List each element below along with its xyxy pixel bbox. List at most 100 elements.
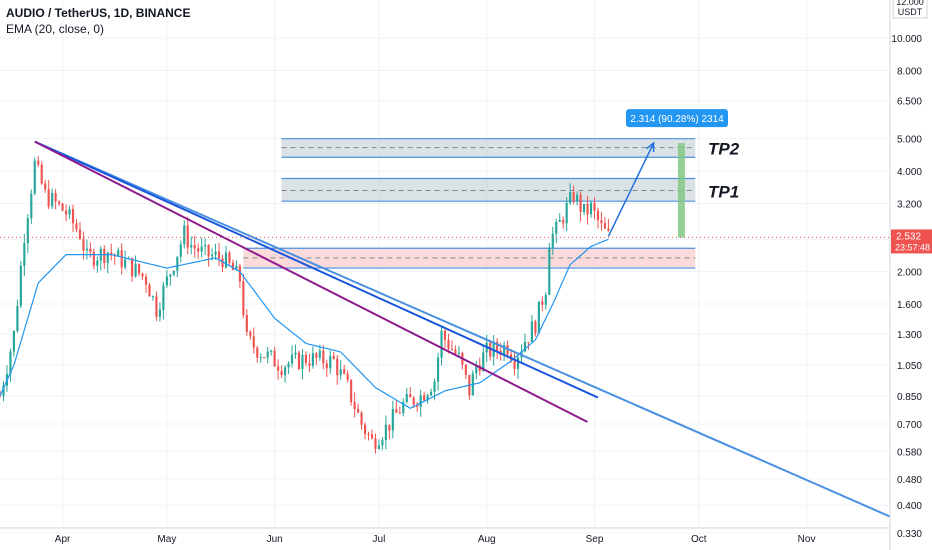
candle-body (176, 256, 179, 271)
candle (287, 361, 290, 374)
candle-body (297, 352, 301, 370)
candle (409, 387, 412, 398)
candle (9, 348, 12, 383)
candle-body (290, 354, 294, 364)
candle-body (141, 273, 144, 277)
candle (245, 309, 248, 336)
candle (565, 197, 568, 232)
candle (450, 340, 454, 351)
candle (593, 197, 596, 220)
candle-body (245, 315, 248, 332)
measure-bar (677, 143, 685, 238)
candle-body (315, 353, 318, 358)
symbol-title[interactable]: AUDIO / TetherUS, 1D, BINANCE (6, 6, 191, 20)
candle-body (44, 183, 47, 190)
candle-body (332, 355, 335, 359)
candle-body (496, 341, 499, 351)
candle (370, 429, 374, 440)
zone-fill (281, 138, 696, 158)
indicator-legend[interactable]: EMA (20, close, 0) (6, 22, 105, 36)
candle-body (19, 265, 22, 307)
candle (603, 217, 606, 229)
zone-fill (281, 178, 696, 202)
candle-body (134, 263, 137, 277)
candle (252, 327, 255, 354)
candle-body (16, 306, 19, 332)
candle-body (23, 243, 26, 266)
measure-label-text: 2.314 (90.28%) 2314 (630, 114, 724, 125)
candle (530, 315, 533, 343)
candle (388, 424, 391, 440)
candle (513, 351, 516, 376)
candle (12, 330, 15, 357)
candle (290, 345, 294, 368)
candle (339, 360, 342, 380)
candle-body (204, 244, 207, 247)
price-tick-label: 4.000 (897, 167, 922, 178)
candle-body (124, 259, 127, 268)
candle (165, 270, 168, 289)
candle (256, 345, 259, 363)
candle-body (183, 225, 186, 245)
candle-body (304, 354, 308, 364)
candle-body (426, 395, 429, 401)
candle (2, 381, 5, 402)
candle (82, 231, 85, 260)
candle-body (576, 194, 579, 202)
candle-body (137, 263, 141, 274)
candle-body (214, 251, 217, 255)
candle (40, 161, 43, 186)
candle (151, 295, 155, 301)
candle (19, 261, 22, 308)
projection-arrow-shaft (607, 142, 655, 237)
candle (443, 328, 447, 348)
time-tick-label: Aug (478, 534, 496, 545)
candle (179, 240, 182, 263)
candle (301, 349, 304, 380)
candle-body (464, 364, 467, 375)
candle-body (96, 260, 99, 266)
candle-body (360, 412, 363, 425)
tp1-label: TP1 (708, 182, 739, 201)
candle-body (259, 357, 262, 359)
candle-body (412, 397, 415, 405)
price-tick-label: 0.480 (897, 475, 922, 486)
candle-body (120, 250, 123, 268)
candle-body (586, 203, 589, 215)
candle-body (377, 445, 381, 449)
candle (353, 392, 356, 418)
candle (541, 295, 544, 312)
candle-body (489, 342, 492, 357)
candle-body (565, 202, 568, 224)
candle-body (416, 404, 419, 407)
candle (332, 352, 335, 360)
candle-body (71, 209, 75, 224)
candle (374, 433, 377, 454)
candle (99, 246, 102, 271)
candle-body (430, 391, 433, 396)
candle-body (582, 203, 586, 212)
candle (242, 274, 245, 319)
candle-body (78, 229, 82, 240)
candle-body (68, 209, 71, 215)
candle (131, 257, 134, 282)
candle (193, 235, 196, 258)
candle (436, 352, 440, 391)
candle-body (85, 248, 88, 251)
candle-body (325, 363, 328, 369)
candle-body (263, 357, 266, 359)
candle-body (402, 402, 405, 414)
candle (137, 263, 141, 277)
candle-body (33, 160, 36, 194)
candle (555, 218, 558, 244)
candle-body (607, 228, 610, 231)
candle-body (82, 239, 85, 251)
candle-body (89, 248, 92, 252)
candle-body (513, 360, 516, 369)
candle (78, 222, 82, 241)
candle-body (207, 244, 210, 257)
candle-body (346, 373, 349, 380)
price-tick-label: 10.000 (891, 34, 922, 45)
candle-body (64, 210, 68, 215)
